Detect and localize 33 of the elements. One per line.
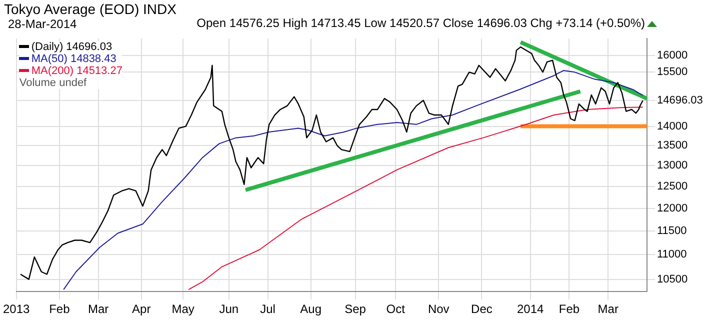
x-tick-label: Aug (300, 302, 322, 316)
y-tick-label: 12500 (657, 180, 688, 193)
x-tick-label: Sep (344, 302, 366, 316)
text: Open 14576.25 High 14713.45 Low 14520.57 Close 14696.03 Chg +73.14 (+0.50%) (196, 16, 645, 30)
x-tick-label: Nov (428, 302, 450, 316)
x-tick-label: Feb (49, 302, 70, 316)
x-tick-label: Oct (386, 302, 406, 316)
y-tick-label: 16000 (657, 49, 688, 62)
y-tick-label: 14000 (657, 120, 688, 132)
x-tick-label: Mar (598, 302, 618, 316)
y-tick-label: 14696.03 (657, 94, 703, 107)
y-tick-label: 11000 (657, 248, 687, 261)
chart-title: Tokyo Average (EOD) INDX (4, 1, 176, 17)
annotation: Volume undef (19, 76, 88, 89)
y-tick-label: 11500 (657, 224, 687, 237)
x-tick-label: Apr (132, 302, 151, 316)
chart-subtitle: 28-Mar-2014 (8, 17, 77, 31)
x-tick-label: Jun (219, 302, 239, 316)
y-tick-label: 13000 (657, 160, 688, 172)
y-tick-label: 15500 (657, 66, 688, 78)
legend-label: MA(200) 14513.27 (31, 64, 122, 77)
y-tick-label: 12000 (657, 202, 688, 214)
x-tick-label: Dec (471, 302, 492, 316)
legend-label: (Daily) 14696.03 (31, 40, 112, 53)
y-tick-label: 10500 (657, 273, 688, 286)
x-tick-label: 2013 (2, 302, 30, 316)
x-tick-label: Jul (260, 302, 276, 316)
x-tick-label: 2014 (516, 302, 544, 316)
legend-label: MA(50) 14838.43 (31, 52, 116, 65)
y-tick-label: 13500 (657, 140, 688, 152)
x-tick-label: Feb (558, 302, 580, 316)
x-tick-label: May (172, 302, 194, 316)
x-tick-label: Mar (88, 302, 109, 316)
